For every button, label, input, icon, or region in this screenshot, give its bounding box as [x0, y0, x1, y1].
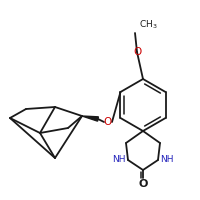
Text: CH$_3$: CH$_3$ — [139, 19, 158, 31]
Text: O: O — [104, 117, 112, 127]
Text: O: O — [138, 179, 148, 189]
Text: NH: NH — [160, 156, 174, 164]
Text: NH: NH — [112, 156, 126, 164]
Polygon shape — [82, 116, 98, 121]
Text: O: O — [133, 47, 141, 57]
